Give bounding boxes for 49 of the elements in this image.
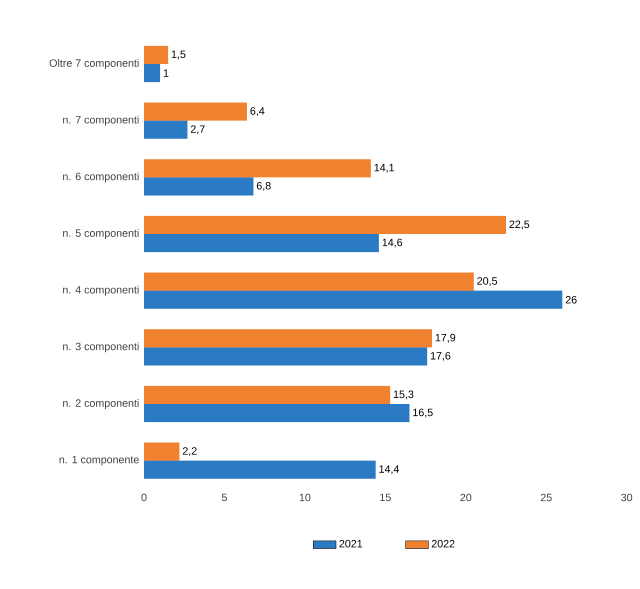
- bar: [144, 159, 371, 178]
- bar: [144, 234, 379, 252]
- y-tick-label: n. 7 componenti: [63, 116, 139, 126]
- data-label: 6,8: [256, 182, 271, 191]
- bar: [144, 460, 376, 479]
- bar: [144, 347, 428, 366]
- x-tick-label: 25: [540, 494, 552, 502]
- legend-label: 2021: [339, 540, 362, 548]
- x-tick-label: 15: [380, 494, 391, 502]
- y-tick-label: Oltre 7 componenti: [50, 59, 139, 69]
- data-label: 20,5: [477, 277, 498, 286]
- data-label: 1,5: [172, 50, 186, 60]
- data-label: 26: [566, 296, 577, 304]
- bar: [144, 177, 254, 196]
- data-label: 15,3: [394, 390, 414, 400]
- bar: [144, 404, 410, 422]
- bar: [144, 442, 180, 461]
- bar: [144, 290, 562, 309]
- x-tick-label: 20: [460, 494, 472, 502]
- data-label: 16,5: [413, 408, 433, 418]
- data-label: 2,7: [190, 125, 205, 134]
- data-label: 14,1: [374, 164, 394, 173]
- bar: [144, 329, 432, 348]
- data-label: 17,6: [430, 352, 450, 361]
- bar: [144, 64, 160, 82]
- data-label: 1: [164, 69, 168, 77]
- x-tick-label: 0: [141, 494, 147, 502]
- y-tick-label: n. 1 componente: [60, 456, 139, 466]
- x-tick-label: 10: [300, 494, 310, 502]
- bar: [144, 46, 168, 64]
- legend-label: 2022: [432, 540, 454, 548]
- data-label: 17,9: [436, 334, 456, 343]
- y-tick-label: n. 4 componenti: [63, 286, 139, 296]
- data-label: 14,4: [379, 465, 400, 474]
- bar: [144, 102, 247, 121]
- bar: [144, 272, 474, 291]
- y-tick-label: n. 5 componenti: [63, 229, 139, 239]
- bar: [144, 216, 506, 234]
- x-tick-label: 30: [621, 494, 632, 502]
- data-label: 2,2: [182, 447, 197, 456]
- y-tick-label: n. 2 componenti: [63, 399, 139, 409]
- y-tick-label: n. 3 componenti: [63, 342, 139, 352]
- bar: [144, 386, 390, 404]
- bar: [144, 120, 188, 139]
- data-label: 14,6: [382, 238, 402, 248]
- x-tick-label: 5: [222, 494, 227, 502]
- data-label: 6,4: [250, 107, 264, 116]
- data-label: 22,5: [509, 220, 530, 230]
- y-tick-label: n. 6 componenti: [63, 172, 139, 182]
